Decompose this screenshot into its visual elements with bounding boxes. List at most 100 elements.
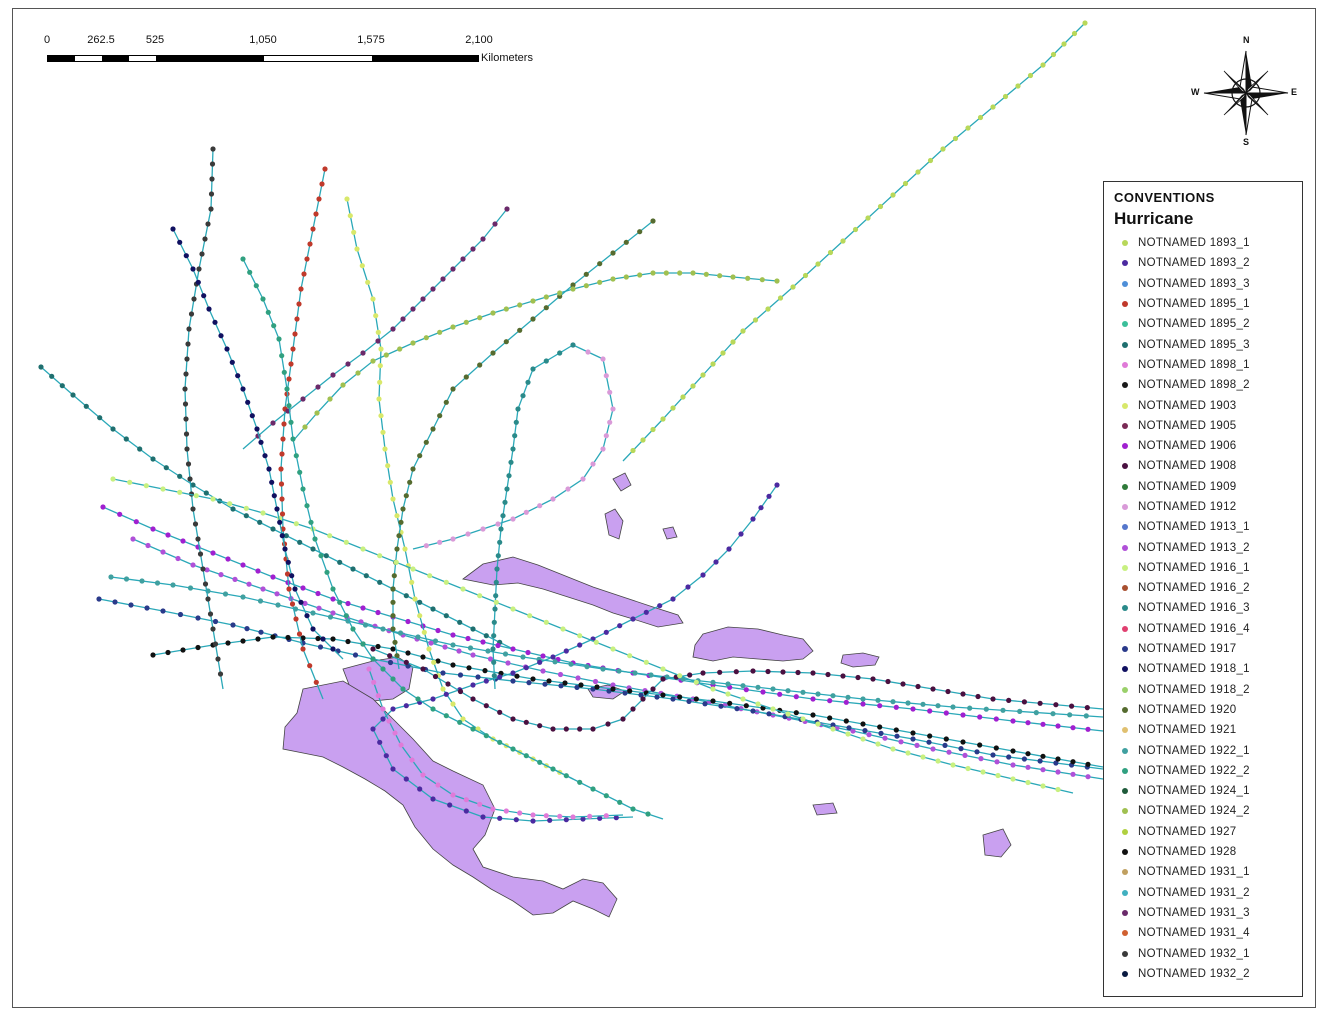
track-point [210, 550, 216, 556]
track-point [310, 226, 316, 232]
track-point [734, 706, 740, 712]
legend-item: NOTNAMED 1921 [1114, 720, 1292, 740]
track-point [245, 399, 251, 405]
track-point [330, 636, 336, 642]
track-point [117, 511, 123, 517]
track-point [320, 636, 326, 642]
track-point [435, 782, 441, 788]
track-point [300, 635, 306, 641]
map-canvas[interactable] [13, 9, 1316, 1008]
legend-item: NOTNAMED 1893_2 [1114, 253, 1292, 273]
track-point [345, 638, 351, 645]
track-point [774, 482, 780, 488]
track-point [643, 659, 649, 665]
track-point [743, 687, 749, 693]
legend-symbol-icon [1122, 727, 1128, 734]
legend-item: NOTNAMED 1922_2 [1114, 761, 1292, 781]
track-point [428, 640, 434, 646]
legend-item: NOTNAMED 1916_4 [1114, 619, 1292, 639]
track-point [1070, 759, 1076, 765]
track-point [375, 609, 381, 616]
track-point [49, 373, 55, 379]
track-point [196, 266, 202, 272]
legend-symbol-icon [1122, 625, 1128, 632]
track-point [740, 696, 746, 702]
track-point [843, 699, 849, 705]
track-point [497, 709, 503, 715]
track-point [570, 282, 576, 288]
track-point [150, 526, 156, 532]
track-point [1085, 726, 1091, 732]
track-point [610, 646, 616, 652]
track-point [503, 306, 509, 312]
track-point [222, 591, 229, 597]
track-point [300, 486, 306, 492]
track-point [774, 278, 780, 284]
track-point [190, 506, 196, 512]
track-point [562, 680, 568, 686]
landmass-puerto-rico [840, 652, 880, 668]
track-point [490, 646, 496, 652]
track-point [301, 271, 307, 277]
legend-item: NOTNAMED 1920 [1114, 700, 1292, 720]
track-point [310, 626, 316, 632]
track-point [278, 466, 284, 472]
legend-symbol-icon [1122, 483, 1128, 490]
track-point [780, 669, 786, 675]
track-point [914, 742, 920, 749]
legend-item-label: NOTNAMED 1895_3 [1138, 338, 1250, 351]
track-point [110, 476, 116, 482]
track-point [702, 701, 708, 707]
track-point [627, 688, 633, 694]
track-point [815, 691, 821, 697]
track-point [355, 370, 361, 376]
track-point [450, 701, 456, 707]
legend-item-label: NOTNAMED 1916_4 [1138, 622, 1250, 635]
track-point [187, 476, 193, 482]
legend-symbol-icon [1122, 889, 1128, 896]
legend-item: NOTNAMED 1898_1 [1114, 355, 1292, 375]
track-point [790, 284, 796, 290]
track-point [165, 649, 171, 656]
scale-tick-525: 525 [145, 34, 165, 46]
track-point [327, 614, 334, 620]
track-point [510, 646, 516, 652]
track-point [958, 746, 964, 752]
track-point [463, 797, 469, 803]
track-point [543, 619, 549, 625]
landmass-bahamas-1 [604, 508, 624, 540]
track-point [409, 757, 415, 763]
track-point [270, 526, 276, 532]
track-point [177, 239, 183, 245]
track-point [543, 305, 549, 311]
scale-tick-0: 0 [43, 34, 51, 46]
track-point [130, 536, 136, 542]
track-point [392, 730, 398, 736]
track-point [184, 446, 190, 452]
track-point [323, 553, 329, 559]
track-point [314, 410, 320, 416]
track-point [597, 261, 603, 267]
track-point [910, 730, 916, 736]
track-point [139, 578, 145, 584]
compass-rose-icon [1203, 50, 1289, 136]
track-point [606, 688, 612, 694]
track-point [800, 689, 806, 695]
legend-symbol-icon [1122, 646, 1128, 653]
legend-item: NOTNAMED 1913_1 [1114, 517, 1292, 537]
track-point [1067, 712, 1073, 718]
track-point [477, 801, 483, 807]
track-point [210, 626, 216, 632]
track-point [546, 678, 552, 684]
track-point [943, 736, 949, 742]
track-point [310, 610, 316, 616]
track-point [378, 413, 384, 419]
track-point [840, 238, 846, 244]
track-point [293, 453, 299, 459]
legend-symbol-icon [1122, 585, 1128, 592]
track-point [905, 700, 911, 706]
track-point [397, 346, 403, 352]
track-point [177, 473, 183, 479]
track-point [319, 181, 325, 187]
track-point [123, 576, 130, 582]
